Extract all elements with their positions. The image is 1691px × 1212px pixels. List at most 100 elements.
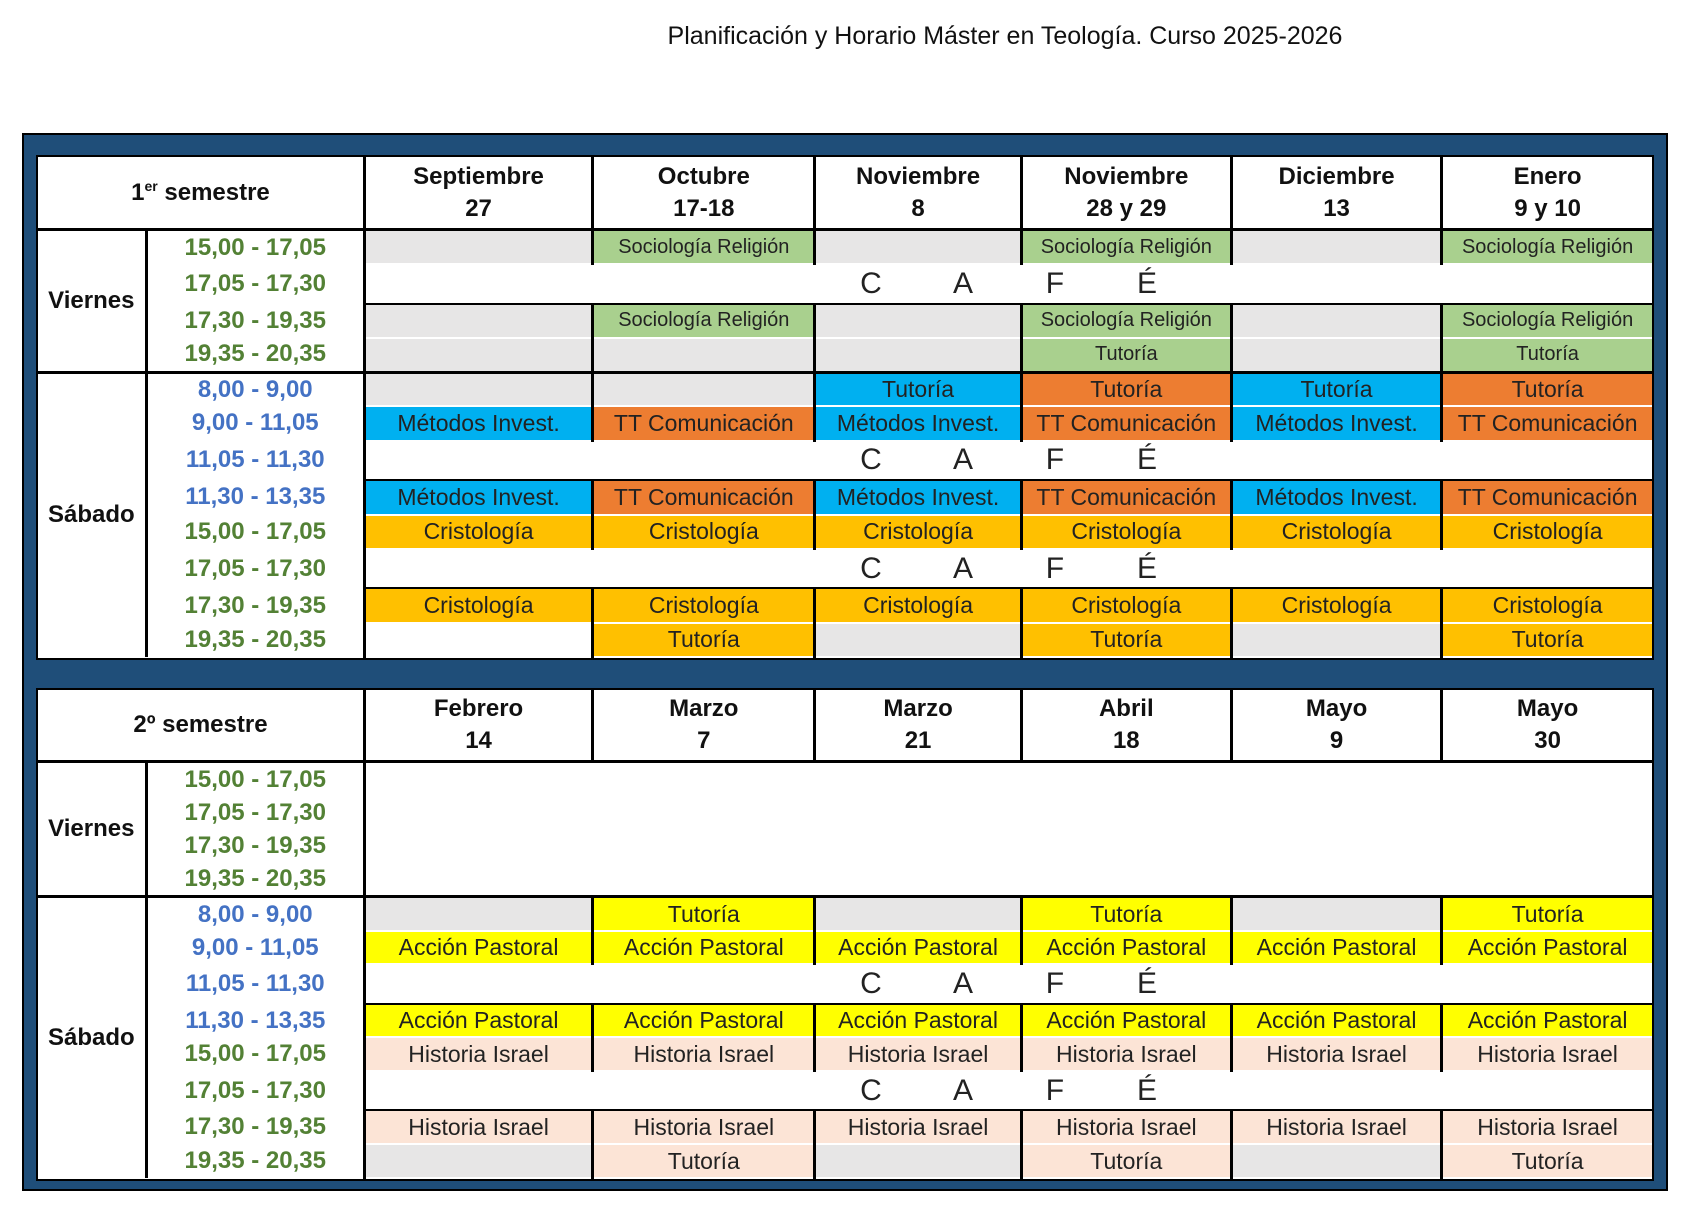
class-session: Métodos Invest. [362, 480, 593, 516]
schedule-grid: 1er semestre Septiembre 27 Octubre 17-18 Novi… [38, 157, 1652, 659]
empty-friday-block [362, 760, 1652, 897]
coffee-break-letter: F [1045, 551, 1065, 585]
class-session: Tutoría [1229, 370, 1442, 408]
session-month: Noviembre [856, 162, 981, 190]
time-slot: 15,00 - 17,05 [146, 760, 366, 796]
class-session: Historia Israel [1440, 1037, 1652, 1073]
empty-slot [362, 370, 593, 408]
class-session: Tutoría [591, 895, 815, 932]
time-slot: 9,00 - 11,05 [146, 406, 366, 441]
time-slot: 17,30 - 19,35 [146, 303, 366, 338]
class-session: Cristología [813, 588, 1022, 624]
schedule-row: Viernes 15,00 - 17,05 [38, 760, 1652, 897]
class-session: Tutoría [1019, 1144, 1232, 1179]
class-session: Historia Israel [1229, 1037, 1442, 1073]
semester-word: semestre [155, 711, 268, 739]
time-slot: 11,05 - 11,30 [146, 964, 366, 1004]
time-slot: 19,35 - 20,35 [146, 337, 366, 373]
class-session: Tutoría [1440, 370, 1652, 408]
semester-number-suffix: er [144, 178, 158, 195]
time-slot: 17,30 - 19,35 [146, 1110, 366, 1145]
schedule-row: 11,30 - 13,35 Métodos Invest. TT Comunicac… [38, 480, 1652, 516]
session-date-header: Septiembre 27 [362, 157, 593, 232]
session-day: 21 [904, 727, 932, 755]
coffee-break-letter: F [1045, 443, 1065, 477]
class-session: Historia Israel [1019, 1110, 1232, 1146]
time-slot: 9,00 - 11,05 [146, 930, 366, 965]
empty-slot [591, 370, 815, 408]
coffee-break-letter: C [860, 1073, 882, 1107]
class-session: Acción Pastoral [1440, 930, 1652, 966]
class-session: Acción Pastoral [362, 1003, 593, 1039]
class-session: Sociología Religión [1019, 303, 1232, 339]
session-month: Febrero [433, 695, 524, 723]
coffee-break-letter: A [952, 443, 973, 477]
class-session: Acción Pastoral [362, 930, 593, 966]
schedule-row: 17,30 - 19,35 Sociología Religión Sociolog… [38, 303, 1652, 339]
coffee-break-letter: É [1136, 1073, 1157, 1107]
class-session: Métodos Invest. [813, 480, 1022, 516]
class-session: Cristología [591, 514, 815, 550]
time-slot: 17,05 - 17,30 [146, 795, 366, 830]
coffee-break-letter: C [860, 443, 882, 477]
coffee-break-letter: A [952, 1073, 973, 1107]
coffee-break-letter: F [1045, 1073, 1065, 1107]
class-session: TT Comunicación [591, 406, 815, 442]
class-session: Acción Pastoral [813, 930, 1022, 966]
coffee-break-letter: É [1136, 443, 1157, 477]
time-slot: 11,05 - 11,30 [146, 440, 366, 481]
schedule-row: 19,35 - 20,35 Tutoría Tutoría [38, 337, 1652, 374]
session-month: Noviembre [1064, 162, 1189, 190]
session-date-header: Marzo 7 [591, 690, 815, 764]
empty-slot [1229, 622, 1442, 659]
schedule-row: Viernes 15,00 - 17,05 Sociología Religión S… [38, 228, 1652, 373]
time-slot: 17,05 - 17,30 [146, 1071, 366, 1111]
session-day: 17-18 [673, 194, 735, 222]
session-day: 13 [1323, 194, 1350, 222]
empty-slot [813, 303, 1022, 339]
schedule-row: 19,35 - 20,35 [38, 863, 1652, 897]
class-session: Sociología Religión [1019, 228, 1232, 266]
class-session: Sociología Religión [591, 303, 815, 339]
class-session: Tutoría [1019, 622, 1232, 659]
class-session: Cristología [591, 588, 815, 624]
session-date-header: Mayo 9 [1229, 690, 1442, 764]
session-day: 30 [1534, 727, 1561, 755]
class-session: Historia Israel [591, 1110, 815, 1146]
semester-word: semestre [157, 179, 270, 207]
class-session: TT Comunicación [1440, 406, 1652, 442]
session-day: 28 y 29 [1086, 194, 1167, 222]
session-date-header: Enero 9 y 10 [1440, 157, 1652, 232]
class-session: Cristología [1440, 588, 1652, 624]
class-session: Tutoría [1019, 895, 1232, 932]
class-session: Sociología Religión [591, 228, 815, 266]
class-session: Tutoría [1440, 337, 1652, 374]
schedule-row: 17,30 - 19,35 Historia Israel Historia Isr… [38, 1110, 1652, 1146]
class-session: Sociología Religión [1440, 303, 1652, 339]
schedule-row: 17,05 - 17,30 C A F É [38, 547, 1652, 590]
empty-slot [813, 895, 1022, 932]
session-month: Mayo [1516, 695, 1579, 723]
class-session: Cristología [1440, 514, 1652, 550]
empty-slot [362, 622, 593, 659]
schedule-row: 17,05 - 17,30 C A F É [38, 1070, 1652, 1112]
time-slot: 17,30 - 19,35 [146, 829, 366, 864]
class-session: Métodos Invest. [813, 406, 1022, 442]
empty-slot [362, 1144, 593, 1179]
empty-slot [362, 228, 593, 266]
session-month: Diciembre [1278, 162, 1395, 190]
class-session: Acción Pastoral [591, 1003, 815, 1039]
coffee-break-letter: A [952, 967, 973, 1001]
class-session: Historia Israel [362, 1037, 593, 1073]
time-slot: 15,00 - 17,05 [146, 1037, 366, 1072]
session-date-header: Octubre 17-18 [591, 157, 815, 232]
class-session: Tutoría [591, 1144, 815, 1179]
schedule-row: 17,05 - 17,30 C A F É [38, 263, 1652, 305]
schedule-row: Sábado 8,00 - 9,00 Tutoría Tutoría Tutoría Tu… [38, 370, 1652, 657]
class-session: Historia Israel [591, 1037, 815, 1073]
schedule-row: 19,35 - 20,35 Tutoría Tutoría Tutoría [38, 622, 1652, 659]
class-session: Historia Israel [1440, 1110, 1652, 1146]
